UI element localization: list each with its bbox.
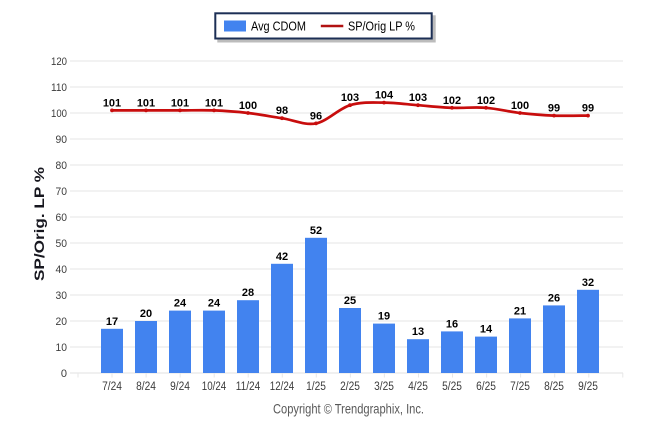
svg-text:5/25: 5/25 xyxy=(442,381,462,393)
svg-text:52: 52 xyxy=(310,225,322,237)
svg-text:103: 103 xyxy=(409,92,427,104)
svg-text:21: 21 xyxy=(514,305,526,317)
svg-text:SP/Orig. LP %: SP/Orig. LP % xyxy=(31,166,47,281)
svg-text:17: 17 xyxy=(106,316,118,328)
svg-text:10: 10 xyxy=(56,342,68,354)
svg-text:20: 20 xyxy=(140,308,152,320)
svg-text:1/25: 1/25 xyxy=(306,381,326,393)
svg-text:9/24: 9/24 xyxy=(170,381,190,393)
svg-text:20: 20 xyxy=(56,316,68,328)
svg-text:120: 120 xyxy=(51,56,67,68)
svg-text:80: 80 xyxy=(56,160,68,172)
svg-text:2/25: 2/25 xyxy=(340,381,360,393)
svg-text:42: 42 xyxy=(276,251,288,263)
svg-text:7/25: 7/25 xyxy=(510,381,530,393)
svg-text:Avg CDOM: Avg CDOM xyxy=(251,19,306,34)
svg-text:14: 14 xyxy=(480,324,493,336)
svg-text:104: 104 xyxy=(375,90,394,102)
svg-text:24: 24 xyxy=(208,298,221,310)
svg-text:8/24: 8/24 xyxy=(136,381,156,393)
svg-text:3/25: 3/25 xyxy=(374,381,394,393)
svg-text:26: 26 xyxy=(548,292,560,304)
svg-text:4/25: 4/25 xyxy=(408,381,428,393)
svg-text:11/24: 11/24 xyxy=(236,381,261,393)
svg-text:19: 19 xyxy=(378,311,390,323)
svg-text:30: 30 xyxy=(56,290,68,302)
svg-text:101: 101 xyxy=(205,97,223,109)
svg-text:99: 99 xyxy=(548,103,560,115)
svg-text:90: 90 xyxy=(56,134,68,146)
svg-text:70: 70 xyxy=(56,186,68,198)
svg-text:96: 96 xyxy=(310,110,322,122)
svg-text:100: 100 xyxy=(239,100,257,112)
svg-text:28: 28 xyxy=(242,287,254,299)
svg-text:7/24: 7/24 xyxy=(102,381,122,393)
svg-text:32: 32 xyxy=(582,277,594,289)
svg-text:6/25: 6/25 xyxy=(476,381,496,393)
svg-text:110: 110 xyxy=(51,82,67,94)
svg-text:101: 101 xyxy=(103,97,121,109)
svg-text:103: 103 xyxy=(341,92,359,104)
svg-text:8/25: 8/25 xyxy=(544,381,564,393)
svg-text:40: 40 xyxy=(56,264,68,276)
svg-text:60: 60 xyxy=(56,212,68,224)
svg-text:24: 24 xyxy=(174,298,187,310)
svg-text:101: 101 xyxy=(137,97,155,109)
svg-text:12/24: 12/24 xyxy=(270,381,295,393)
svg-text:16: 16 xyxy=(446,318,458,330)
svg-text:9/25: 9/25 xyxy=(578,381,598,393)
svg-text:101: 101 xyxy=(171,97,189,109)
svg-text:50: 50 xyxy=(56,238,68,250)
svg-text:100: 100 xyxy=(511,100,529,112)
svg-text:0: 0 xyxy=(61,368,67,380)
svg-text:Copyright © Trendgraphix, Inc.: Copyright © Trendgraphix, Inc. xyxy=(273,401,424,417)
svg-text:102: 102 xyxy=(443,95,461,107)
svg-text:25: 25 xyxy=(344,295,356,307)
svg-text:98: 98 xyxy=(276,105,288,117)
svg-text:SP/Orig LP %: SP/Orig LP % xyxy=(348,19,415,34)
svg-text:13: 13 xyxy=(412,326,424,338)
svg-text:102: 102 xyxy=(477,95,495,107)
svg-text:10/24: 10/24 xyxy=(202,381,227,393)
svg-text:99: 99 xyxy=(582,103,594,115)
svg-text:100: 100 xyxy=(51,108,67,120)
